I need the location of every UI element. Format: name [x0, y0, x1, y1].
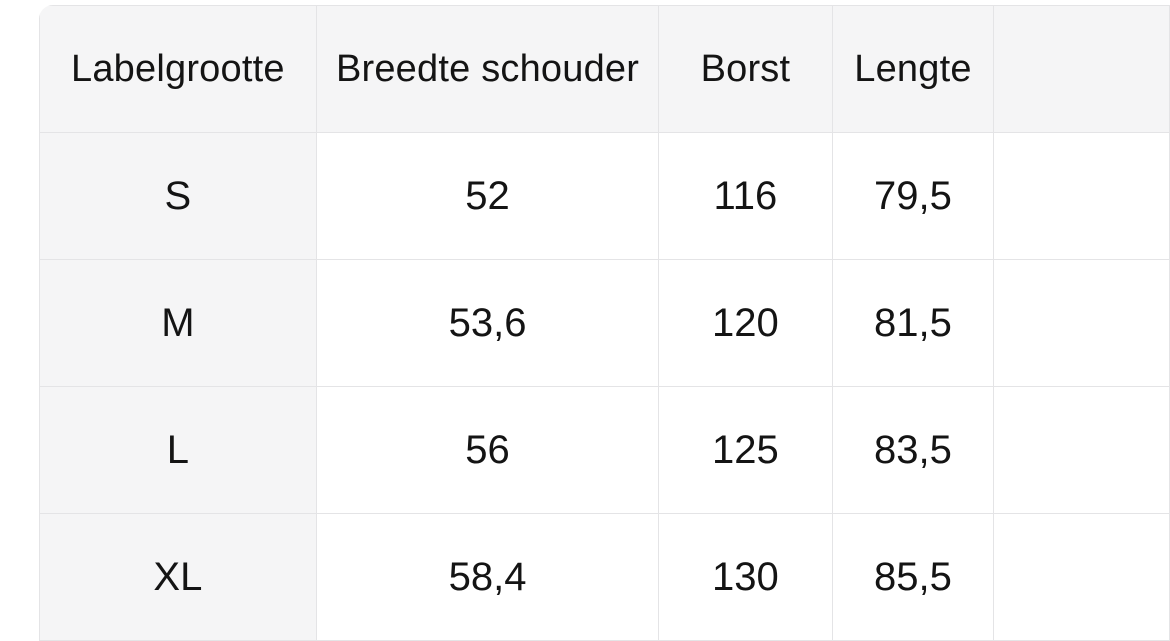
column-header-labelgrootte: Labelgrootte — [39, 5, 317, 133]
column-header-lengte: Lengte — [831, 5, 995, 133]
column-header-partial — [993, 5, 1170, 133]
header-row: Labelgrootte Breedte schouder Borst Leng… — [39, 5, 1170, 133]
size-label-m: M — [39, 259, 317, 387]
cell-s-partial — [993, 132, 1170, 260]
table-row-xl: XL 58,4 130 85,5 — [39, 513, 1170, 641]
cell-m-borst: 120 — [658, 259, 833, 387]
size-label-s: S — [39, 132, 317, 260]
size-label-l: L — [39, 386, 317, 514]
cell-s-borst: 116 — [658, 132, 833, 260]
cell-s-breedte-schouder: 52 — [315, 132, 660, 260]
table-row-l: L 56 125 83,5 — [39, 386, 1170, 514]
cell-s-lengte: 79,5 — [831, 132, 995, 260]
size-chart-table: Labelgrootte Breedte schouder Borst Leng… — [39, 5, 1170, 641]
cell-xl-borst: 130 — [658, 513, 833, 641]
cell-l-breedte-schouder: 56 — [315, 386, 660, 514]
size-chart-scroll-area[interactable]: Labelgrootte Breedte schouder Borst Leng… — [39, 5, 1170, 641]
size-label-xl: XL — [39, 513, 317, 641]
cell-xl-lengte: 85,5 — [831, 513, 995, 641]
cell-l-lengte: 83,5 — [831, 386, 995, 514]
cell-xl-partial — [993, 513, 1170, 641]
table-row-m: M 53,6 120 81,5 — [39, 259, 1170, 387]
column-header-breedte-schouder: Breedte schouder — [315, 5, 660, 133]
cell-m-breedte-schouder: 53,6 — [315, 259, 660, 387]
cell-m-partial — [993, 259, 1170, 387]
cell-l-partial — [993, 386, 1170, 514]
column-header-borst: Borst — [658, 5, 833, 133]
cell-xl-breedte-schouder: 58,4 — [315, 513, 660, 641]
cell-m-lengte: 81,5 — [831, 259, 995, 387]
cell-l-borst: 125 — [658, 386, 833, 514]
table-row-s: S 52 116 79,5 — [39, 132, 1170, 260]
